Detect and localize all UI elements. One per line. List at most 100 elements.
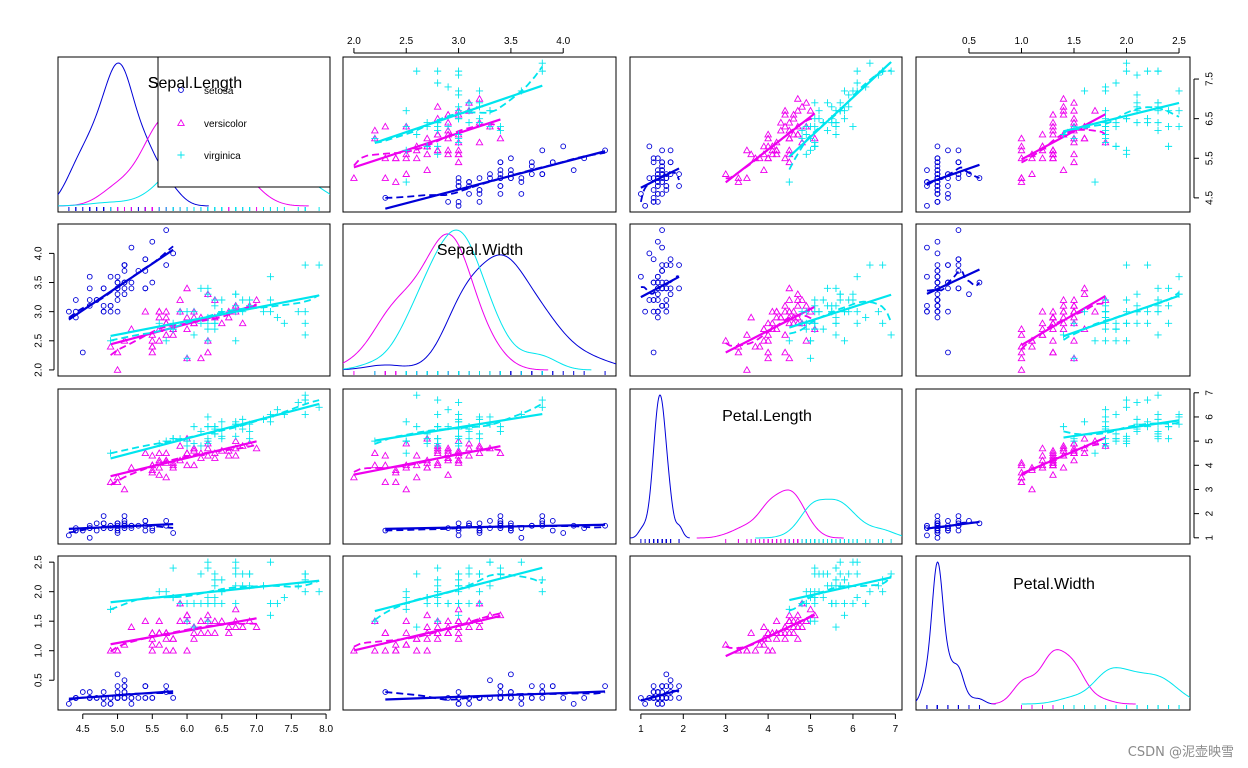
- point-setosa-37: [924, 273, 930, 280]
- point-setosa-47: [476, 191, 483, 197]
- point-setosa-16: [142, 527, 149, 534]
- panel-frame-r0-c2: [629, 56, 903, 213]
- density-panel-Sepal.Width: [343, 229, 616, 375]
- point-virginica-17: [301, 261, 309, 269]
- point-virginica-36: [832, 122, 840, 131]
- point-virginica-38: [798, 308, 806, 316]
- point-versicolor-24: [210, 628, 219, 636]
- point-virginica-2: [259, 308, 268, 316]
- regression-line-virginica: [788, 293, 892, 329]
- point-virginica-25: [849, 599, 857, 608]
- point-virginica-42: [1112, 325, 1120, 333]
- point-setosa-23: [966, 291, 972, 298]
- smoother-line-setosa: [640, 171, 680, 203]
- point-setosa-17: [654, 279, 661, 286]
- point-versicolor-29: [412, 473, 421, 481]
- point-versicolor-26: [798, 622, 807, 630]
- point-setosa-33: [654, 155, 661, 162]
- point-setosa-31: [659, 159, 665, 166]
- smoother-line-setosa: [385, 691, 606, 701]
- point-versicolor-6: [203, 611, 212, 619]
- density-curve-virginica: [755, 498, 902, 539]
- point-virginica-34: [1059, 130, 1068, 139]
- point-versicolor-24: [776, 118, 785, 126]
- point-versicolor-33: [1080, 434, 1089, 442]
- point-setosa-3: [86, 302, 93, 309]
- smoother-line-setosa: [926, 269, 981, 292]
- point-virginica-45: [232, 432, 240, 440]
- point-virginica-44: [836, 290, 844, 298]
- scatter-panel-r1-c2: [638, 227, 895, 373]
- point-versicolor-27: [1091, 307, 1099, 315]
- point-versicolor-45: [772, 634, 781, 642]
- point-virginica-41: [811, 99, 819, 107]
- panel-frame-r0-c1: [342, 56, 617, 213]
- point-virginica-48: [197, 570, 205, 578]
- point-versicolor-0: [793, 94, 802, 102]
- point-virginica-22: [1122, 396, 1131, 404]
- point-setosa-36: [508, 155, 514, 162]
- point-versicolor-15: [231, 622, 240, 630]
- point-versicolor-35: [183, 449, 192, 457]
- point-setosa-41: [650, 689, 657, 695]
- tick-label-right: 7: [1205, 390, 1216, 396]
- point-versicolor-4: [789, 114, 798, 122]
- point-virginica-40: [832, 302, 840, 310]
- point-virginica-47: [815, 115, 823, 123]
- point-setosa-6: [86, 285, 93, 292]
- point-setosa-46: [663, 695, 670, 701]
- point-versicolor-49: [1049, 458, 1057, 466]
- point-versicolor-29: [742, 146, 751, 154]
- point-virginica-48: [1154, 284, 1162, 292]
- point-setosa-13: [66, 700, 72, 707]
- point-virginica-9: [266, 558, 275, 566]
- point-virginica-29: [840, 611, 849, 619]
- point-virginica-17: [879, 261, 887, 269]
- point-virginica-21: [1122, 150, 1131, 158]
- smoother-line-setosa: [68, 692, 174, 702]
- point-virginica-40: [832, 564, 840, 572]
- point-versicolor-21: [190, 461, 198, 469]
- point-versicolor-28: [444, 617, 453, 625]
- point-setosa-27: [128, 279, 135, 286]
- point-versicolor-6: [203, 444, 212, 452]
- point-versicolor-36: [1070, 106, 1078, 114]
- point-versicolor-4: [1070, 114, 1078, 122]
- point-setosa-31: [497, 683, 504, 689]
- point-virginica-24: [486, 582, 494, 590]
- point-virginica-6: [1091, 178, 1099, 186]
- point-versicolor-9: [1059, 463, 1068, 471]
- point-versicolor-1: [210, 617, 219, 625]
- point-versicolor-32: [423, 634, 432, 642]
- point-setosa-44: [676, 262, 682, 268]
- point-setosa-37: [107, 273, 114, 280]
- point-virginica-22: [434, 396, 442, 404]
- point-setosa-41: [945, 349, 951, 356]
- point-setosa-26: [663, 285, 670, 292]
- point-setosa-41: [650, 195, 657, 201]
- point-setosa-23: [121, 677, 128, 684]
- point-versicolor-13: [793, 622, 802, 630]
- point-setosa-20: [142, 518, 149, 524]
- point-setosa-5: [667, 256, 674, 263]
- point-setosa-15: [602, 147, 608, 154]
- point-versicolor-8: [224, 628, 233, 636]
- point-setosa-28: [654, 167, 661, 174]
- point-versicolor-18: [370, 449, 379, 457]
- regression-line-setosa: [385, 523, 606, 530]
- point-virginica-45: [815, 107, 823, 115]
- point-versicolor-40: [412, 154, 421, 162]
- density-curve-virginica: [343, 229, 592, 371]
- point-virginica-31: [538, 588, 546, 596]
- scatter-panel-r3-c0: [66, 558, 323, 707]
- point-setosa-36: [934, 279, 941, 286]
- tick-label-left: 4.0: [34, 246, 45, 260]
- smoother-line-versicolor: [110, 622, 257, 653]
- point-versicolor-15: [781, 106, 790, 114]
- point-versicolor-31: [148, 646, 157, 654]
- point-setosa-13: [455, 532, 462, 539]
- point-virginica-33: [811, 617, 819, 625]
- point-setosa-13: [642, 308, 648, 315]
- point-versicolor-26: [433, 102, 442, 110]
- point-setosa-18: [539, 147, 546, 154]
